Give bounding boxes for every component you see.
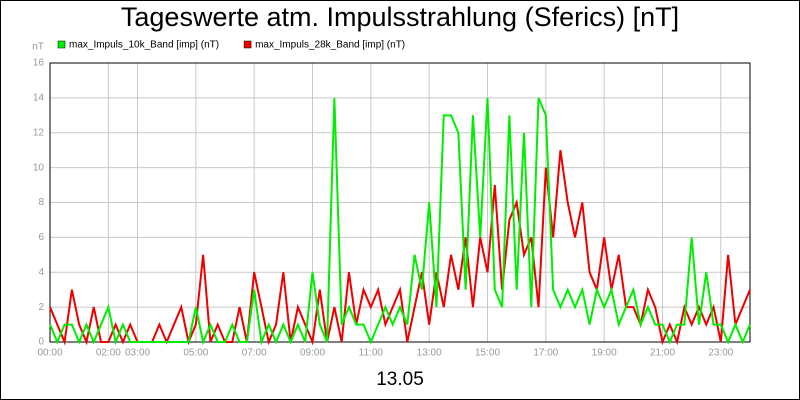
x-tick-label: 13:00	[417, 348, 442, 359]
x-tick-label: 17:00	[533, 348, 558, 359]
y-tick-label: 16	[33, 58, 45, 69]
plot-border	[49, 62, 751, 343]
x-tick-label: 02:00	[96, 348, 121, 359]
chart-title: Tageswerte atm. Impulsstrahlung (Sferics…	[121, 2, 679, 32]
y-tick-label: 14	[33, 93, 45, 104]
legend-label: max_Impuls_10k_Band [imp] (nT)	[69, 40, 219, 51]
legend-label: max_Impuls_28k_Band [imp] (nT)	[255, 40, 405, 51]
y-tick-label: 4	[38, 267, 44, 278]
x-tick-label: 03:00	[125, 348, 150, 359]
x-tick-label: 00:00	[37, 348, 62, 359]
y-axis-label: nT	[32, 42, 44, 53]
x-tick-label: 15:00	[475, 348, 500, 359]
y-tick-label: 12	[33, 127, 45, 138]
series-line	[49, 97, 751, 346]
y-tick-label: 0	[38, 337, 44, 348]
x-axis-label: 13.05	[376, 369, 424, 390]
legend: max_Impuls_10k_Band [imp] (nT) max_Impuls…	[57, 40, 405, 51]
legend-swatch	[57, 40, 66, 49]
x-tick-label: 07:00	[242, 348, 267, 359]
x-tick-label: 11:00	[359, 348, 384, 359]
x-tick-label: 21:00	[650, 348, 675, 359]
y-tick-label: 2	[38, 302, 44, 313]
y-tick-label: 10	[33, 162, 45, 173]
y-tick-label: 8	[38, 197, 44, 208]
x-tick-label: 05:00	[183, 348, 208, 359]
x-tick-label: 23:00	[708, 348, 733, 359]
y-tick-label: 6	[38, 232, 44, 243]
x-tick-label: 19:00	[592, 348, 617, 359]
x-tick-label: 09:00	[300, 348, 325, 359]
legend-swatch	[243, 40, 252, 49]
